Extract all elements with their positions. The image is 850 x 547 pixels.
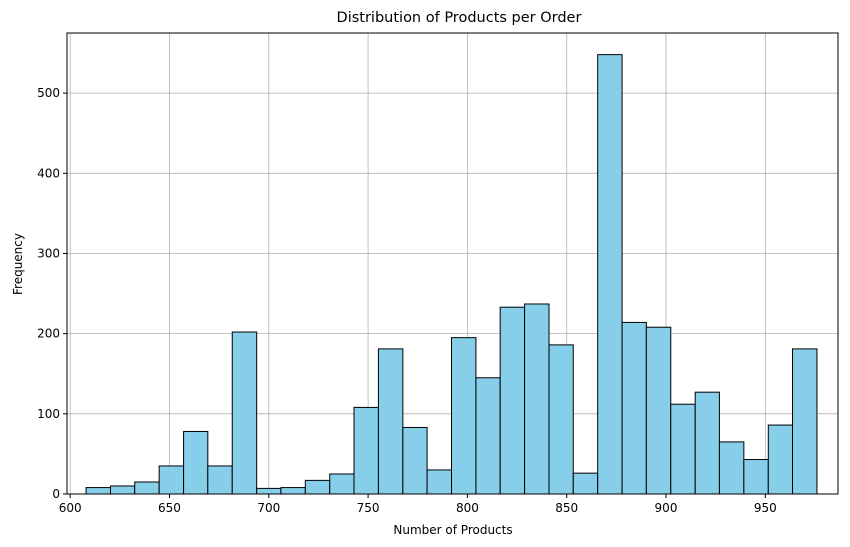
y-tick-label: 100: [37, 407, 60, 421]
histogram-bar: [183, 430, 209, 495]
y-tick-label: 0: [52, 487, 60, 501]
y-tick-label: 200: [37, 327, 60, 341]
histogram-bar: [134, 481, 160, 495]
x-tick-label: 850: [555, 501, 578, 515]
histogram-bar: [597, 54, 623, 495]
histogram-bar: [207, 465, 233, 495]
histogram-bar: [426, 469, 453, 495]
x-tick-label: 950: [754, 501, 777, 515]
x-axis-label: Number of Products: [393, 523, 512, 537]
histogram-bar: [475, 377, 501, 495]
histogram-bar: [158, 465, 185, 495]
histogram-bar: [694, 391, 720, 495]
histogram-bar: [743, 459, 769, 495]
x-tick-label: 800: [456, 501, 479, 515]
histogram-bars: [85, 54, 818, 495]
plot-frame: [66, 32, 839, 495]
histogram-bar: [548, 344, 574, 495]
histogram-bar: [256, 487, 282, 495]
y-tick-label: 300: [37, 246, 60, 260]
histogram-bar: [645, 326, 672, 495]
histogram-bar: [85, 487, 111, 495]
x-tick-label: 600: [59, 501, 82, 515]
histogram-bar: [231, 331, 258, 495]
histogram-bar: [353, 406, 379, 495]
histogram-bar: [524, 303, 550, 495]
histogram-bar: [718, 441, 745, 495]
axis-ticks: 600 650 700 750 800 850 900 950 0 100 200 300 400 500: [37, 86, 777, 515]
histogram-bar: [451, 337, 477, 495]
x-tick-label: 700: [257, 501, 280, 515]
histogram-bar: [621, 321, 647, 495]
histogram-bar: [670, 403, 696, 495]
y-axis-label: Frequency: [11, 233, 25, 295]
histogram-bar: [377, 348, 404, 495]
x-tick-label: 650: [158, 501, 181, 515]
y-tick-label: 400: [37, 166, 60, 180]
histogram-bar: [792, 348, 818, 495]
y-tick-label: 500: [37, 86, 60, 100]
histogram-bar: [304, 479, 331, 495]
histogram-bar: [280, 487, 306, 495]
histogram-bar: [402, 426, 428, 495]
histogram-bar: [572, 472, 599, 495]
x-tick-label: 750: [357, 501, 380, 515]
x-tick-label: 900: [655, 501, 678, 515]
histogram-bar: [109, 485, 136, 495]
histogram-bar: [767, 424, 794, 495]
histogram-bar: [499, 306, 526, 495]
histogram-bar: [329, 473, 355, 495]
chart-title: Distribution of Products per Order: [337, 10, 582, 26]
